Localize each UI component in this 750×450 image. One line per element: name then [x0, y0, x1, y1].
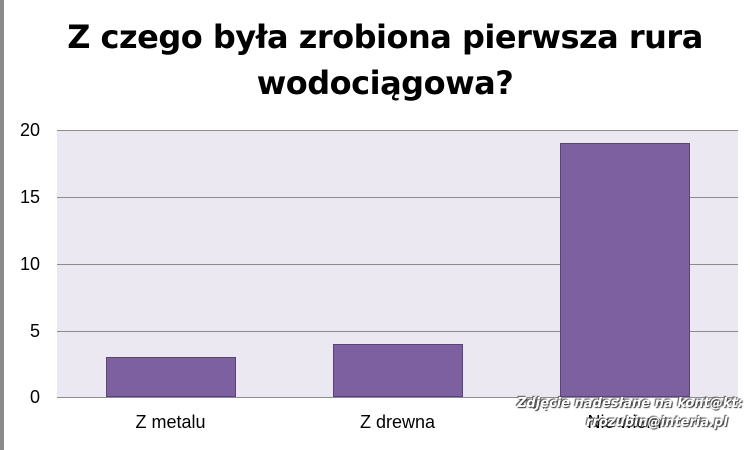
bar-wood	[332, 343, 463, 397]
bar-metal	[105, 356, 236, 397]
x-label-metal: Z metalu	[135, 412, 206, 432]
gridline-20	[57, 130, 738, 131]
watermark-line-2: rrozubin@interia.pl	[586, 415, 728, 430]
x-label-dont-know: Nie wiem	[587, 412, 662, 432]
y-tick-0: 0	[29, 387, 40, 407]
title-line-2: wodociągowa?	[256, 64, 514, 102]
bar-dont-know	[559, 143, 690, 397]
left-border	[0, 0, 4, 450]
x-label-wood: Z drewna	[359, 412, 436, 432]
watermark-line-1: Zdjęcie nadesłane na kont@kt:	[517, 396, 743, 411]
gridline-10	[57, 264, 738, 265]
y-tick-15: 15	[19, 187, 40, 207]
chart-title: Z czego była zrobiona pierwsza rura wodo…	[0, 14, 750, 106]
y-tick-20: 20	[19, 120, 40, 140]
y-tick-5: 5	[29, 321, 40, 341]
gridline-5	[57, 331, 738, 332]
gridline-0	[57, 397, 738, 398]
title-line-1: Z czego była zrobiona pierwsza rura	[67, 18, 703, 56]
y-tick-10: 10	[19, 254, 40, 274]
gridline-15	[57, 197, 738, 198]
